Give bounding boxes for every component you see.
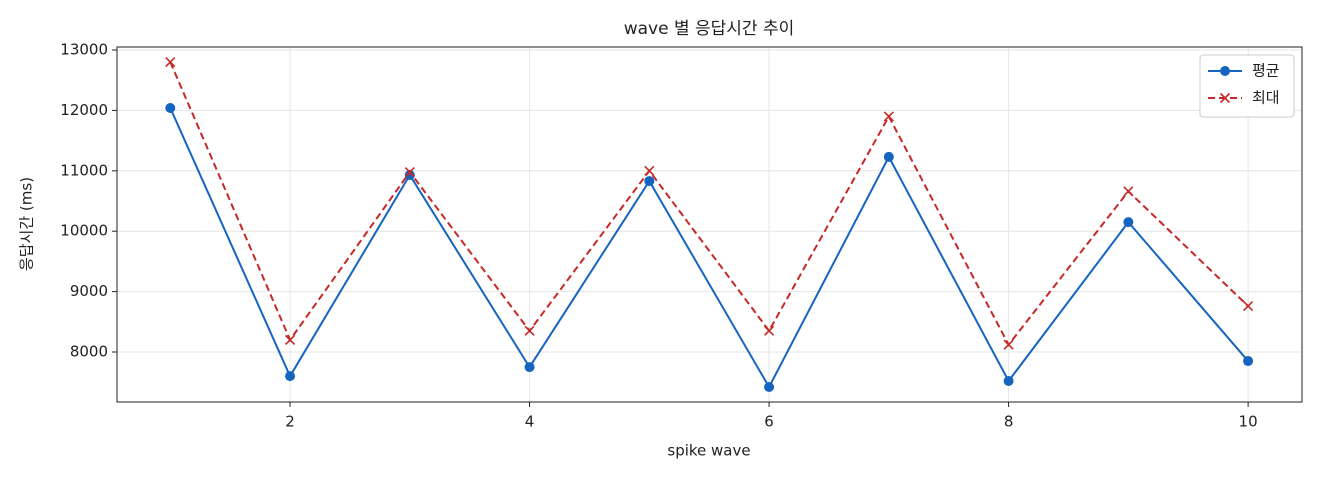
marker — [165, 102, 176, 113]
marker — [1243, 301, 1254, 312]
legend-marker — [1219, 92, 1231, 104]
x-axis-label: spike wave — [667, 442, 750, 460]
x-tick-label: 8 — [1004, 413, 1014, 431]
data-line — [169, 107, 1249, 390]
y-tick-label: 8000 — [70, 342, 108, 360]
x-tick-label: 2 — [285, 413, 295, 431]
marker — [404, 166, 415, 178]
x-tick-label: 4 — [525, 413, 535, 431]
marker — [883, 111, 894, 122]
y-axis-label: 응답시간 (ms) — [18, 177, 36, 271]
legend-box — [1199, 54, 1295, 118]
marker — [764, 382, 775, 393]
marker — [1123, 217, 1134, 228]
marker — [883, 151, 894, 162]
y-tick-label: 13000 — [60, 41, 108, 59]
legend-label: 평균 — [1252, 62, 1280, 80]
legend-marker — [1220, 66, 1230, 76]
data-line — [169, 61, 1249, 347]
x-tick-label: 6 — [764, 413, 774, 431]
marker — [764, 325, 775, 336]
marker — [524, 362, 535, 373]
marker — [1003, 339, 1014, 350]
marker — [524, 325, 535, 336]
y-tick-label: 12000 — [60, 101, 108, 119]
marker — [644, 176, 655, 187]
chart-title: wave 별 응답시간 추이 — [624, 19, 795, 39]
y-tick-label: 11000 — [60, 161, 108, 179]
plot-frame — [116, 46, 1303, 403]
marker — [1123, 186, 1134, 197]
x-tick-label: 10 — [1239, 413, 1258, 431]
y-tick-label: 10000 — [60, 222, 108, 240]
marker — [285, 371, 296, 382]
marker — [165, 57, 176, 68]
marker — [404, 170, 415, 181]
marker — [1243, 356, 1254, 367]
marker — [644, 165, 655, 176]
marker — [1003, 375, 1014, 386]
marker — [284, 334, 296, 345]
y-tick-label: 9000 — [70, 282, 108, 300]
legend-label: 최대 — [1252, 89, 1280, 107]
